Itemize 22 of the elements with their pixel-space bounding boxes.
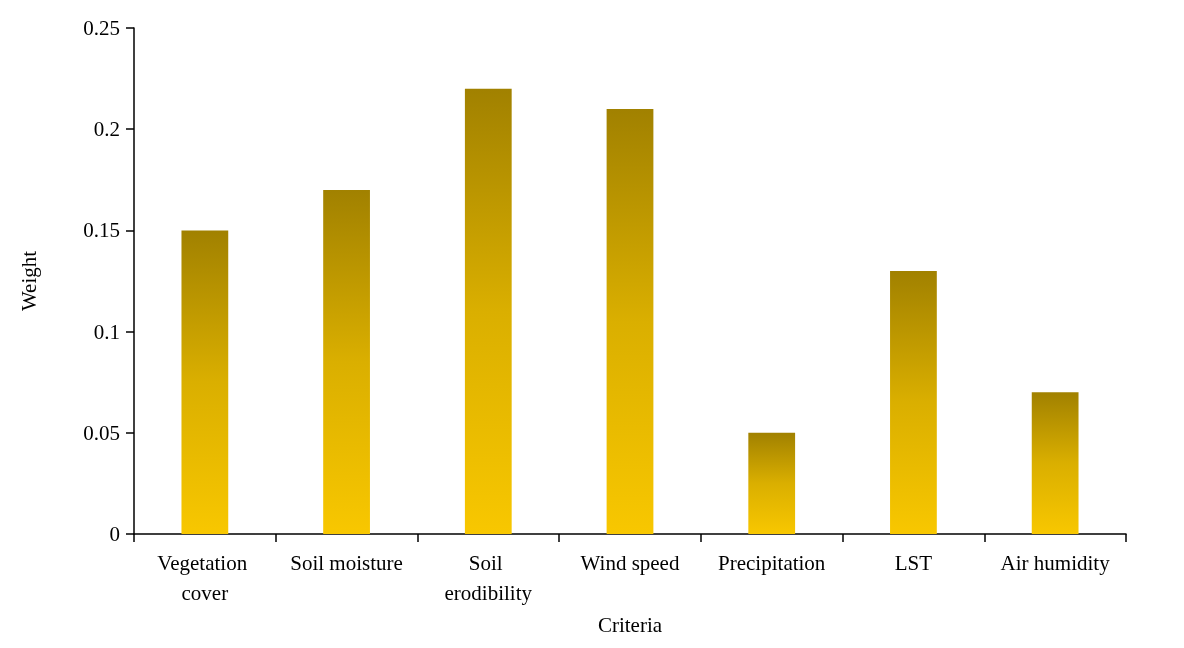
x-tick-label: LST [894,551,933,575]
x-tick-label: Wind speed [580,551,680,575]
bar [748,432,796,534]
x-tick-label: Soil erodibility [444,551,533,605]
y-tick-label: 0.1 [93,319,120,344]
y-tick-label: 0.05 [83,420,120,445]
bar [1031,392,1079,534]
x-tick-label: Air humidity [1000,551,1111,575]
x-tick-label: Vegetation cover [157,551,253,605]
bar [323,189,370,534]
y-tick-label: 0.25 [83,16,120,40]
bar [181,230,229,534]
x-tick-label: Precipitation [718,551,826,575]
bar [464,88,512,534]
y-tick-label: 0.15 [83,218,120,243]
x-tick-label: Soil moisture [290,551,403,575]
y-tick-label: 0 [109,522,120,546]
bar [890,270,937,534]
x-axis-title: Criteria [597,612,663,637]
bar [606,108,654,534]
y-axis-title: Weight [16,250,41,312]
y-tick-label: 0.2 [93,117,120,142]
